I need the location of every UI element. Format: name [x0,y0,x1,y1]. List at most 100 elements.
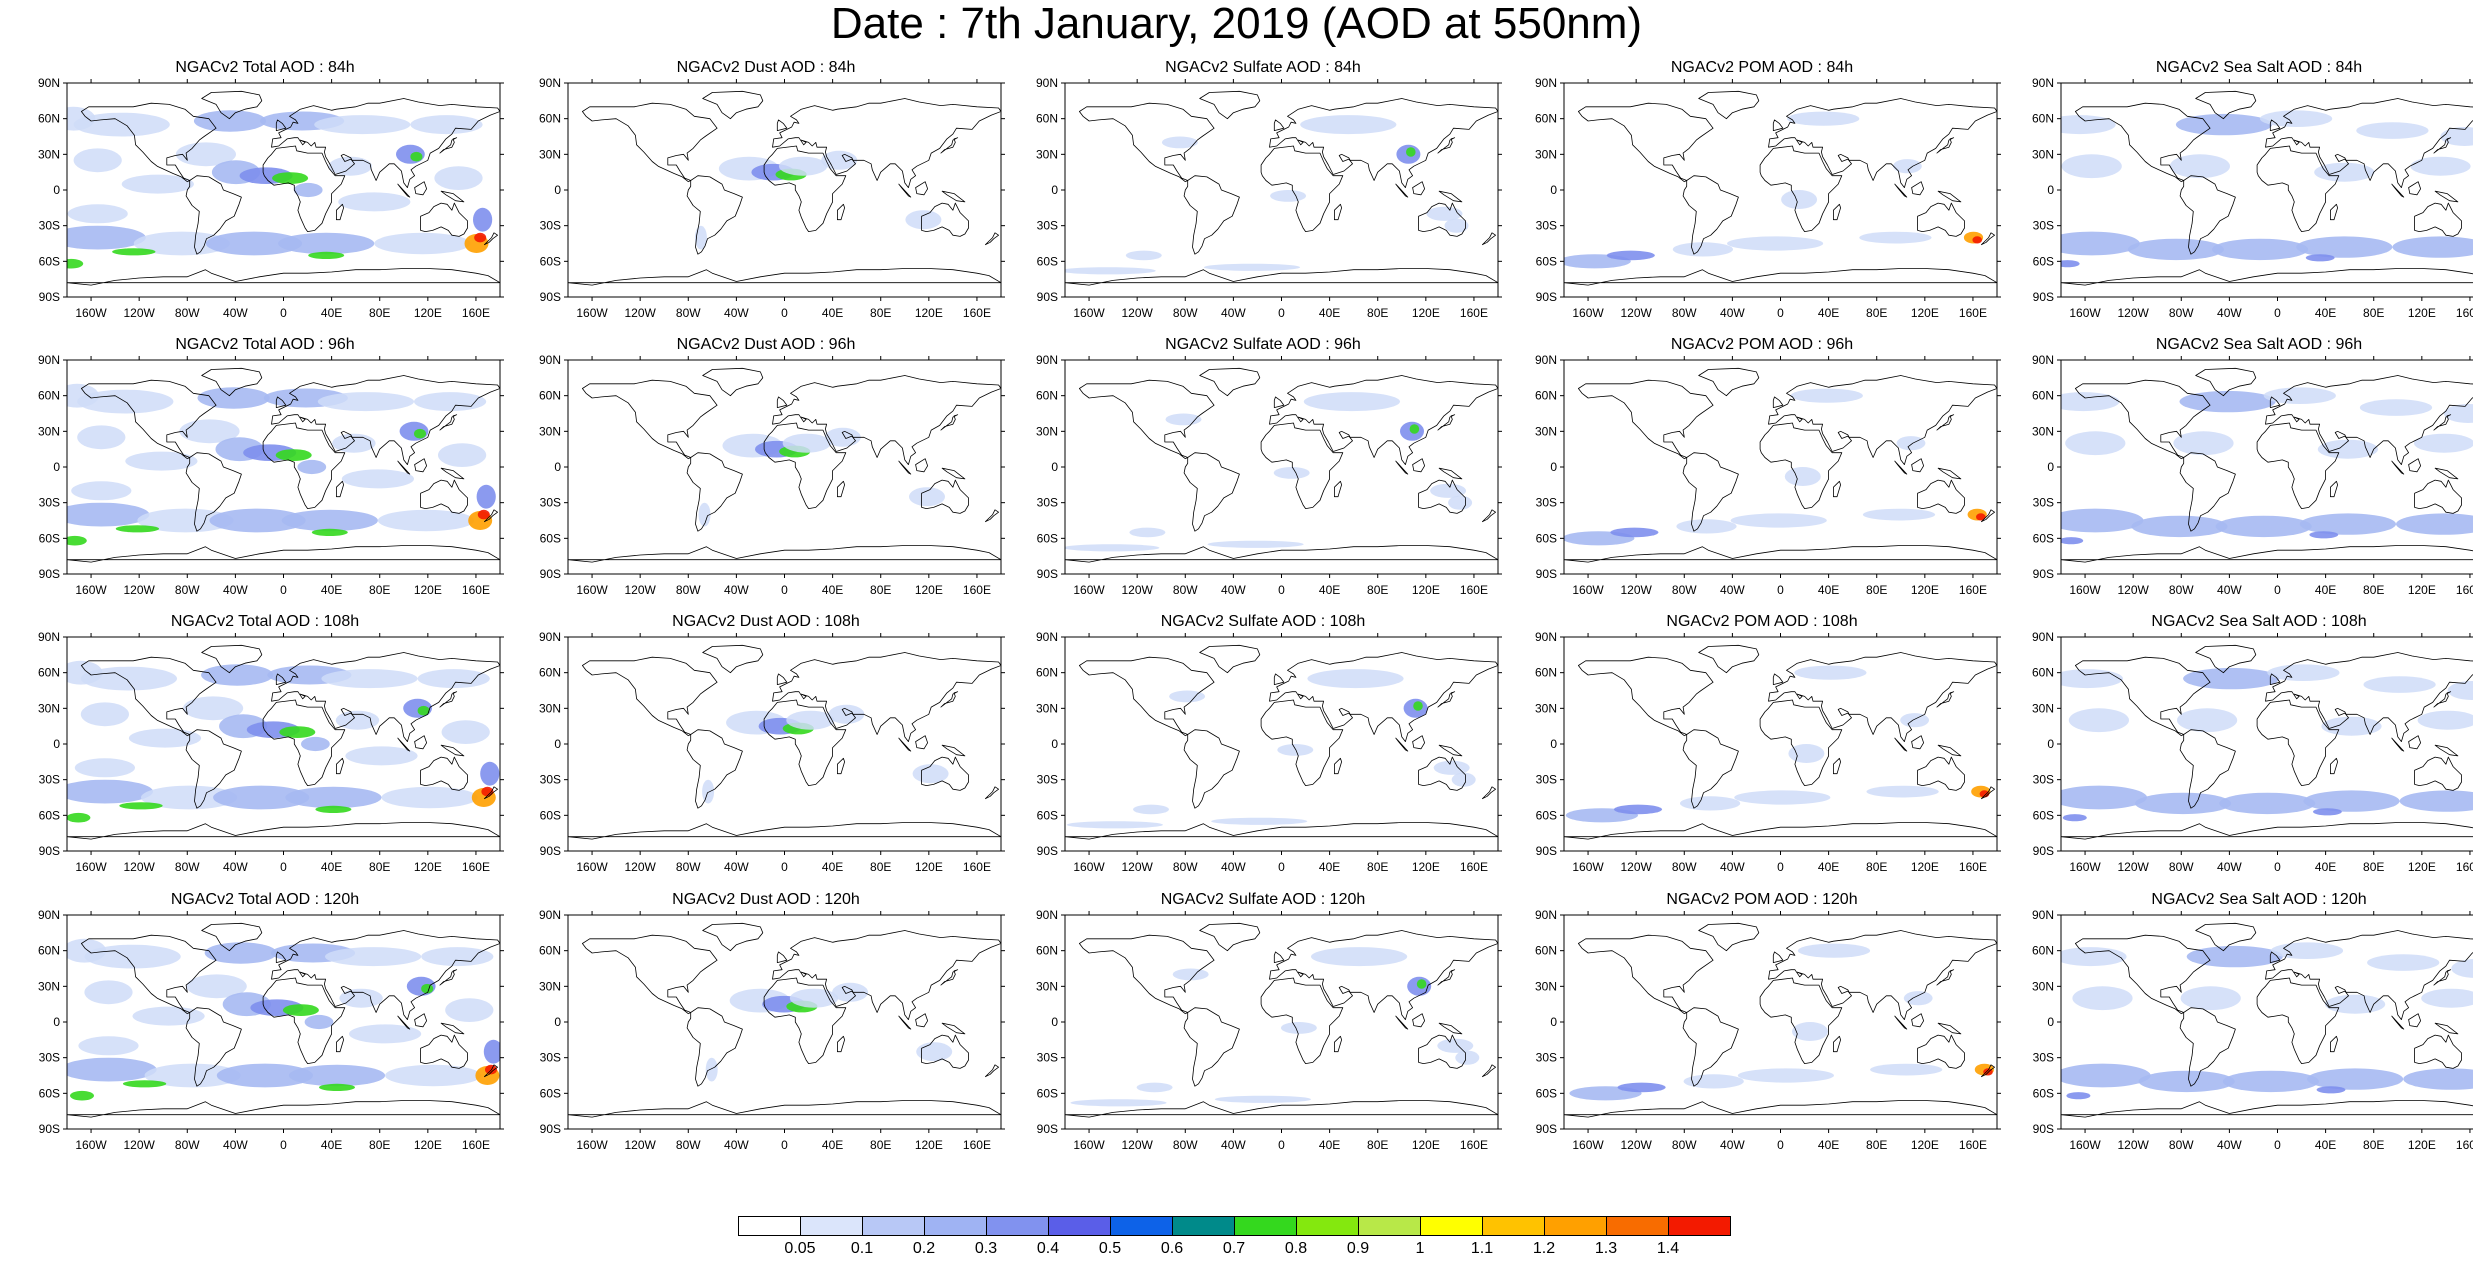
coastline-borneo [1412,735,1425,750]
lat-tick-label: 60N [38,666,60,680]
aod-patch [115,525,160,533]
lon-tick-label: 0 [781,306,788,320]
aod-patch [2061,154,2122,179]
coastline-japan [1437,969,1456,986]
aod-patch [71,481,132,501]
lon-tick-label: 80E [1866,1138,1887,1152]
lat-tick-label: 90N [38,76,60,90]
lon-tick-label: 120E [915,1138,943,1152]
aod-patch [2066,1092,2091,1100]
coastline-japan [2433,969,2452,986]
lon-tick-label: 0 [781,1138,788,1152]
lon-tick-label: 80W [2169,583,2194,597]
lat-tick-label: 60N [2032,389,2054,403]
coastline-borneo [915,181,928,196]
colorbar-tick-label: 0.5 [1098,1240,1122,1257]
lat-tick-label: 90S [2033,844,2054,858]
coastline-madagascar [1334,480,1342,498]
coastline-borneo [1412,1013,1425,1028]
coastline-europe-asia [2265,930,2473,1020]
lon-tick-label: 80E [2363,306,2384,320]
axis-ticks: 90N 60N 30N 0 30S 60S 90S 160W 120W 80W 40W 0 40E 80E… [1036,630,1502,874]
lon-tick-label: 0 [1278,583,1285,597]
aod-field [1564,388,1987,546]
aod-patch [67,258,84,269]
aod-patch [2363,676,2436,693]
colorbar-swatch [1172,1216,1235,1236]
lon-tick-label: 120E [414,306,442,320]
lat-tick-label: 30N [1036,701,1058,715]
lat-tick-label: 60N [1036,389,1058,403]
coastline-britain [1772,396,1784,408]
aod-patch [1794,665,1867,680]
lon-tick-label: 160W [576,583,608,597]
lat-tick-label: 30N [539,979,561,993]
aod-patch [1270,190,1307,202]
coastline-europe-asia [271,375,500,465]
lat-tick-label: 30N [1036,424,1058,438]
lat-tick-label: 30S [1037,1051,1058,1065]
coastline-madagascar [336,480,344,498]
aod-patch [2313,808,2342,816]
lon-tick-label: 40E [1818,1138,1839,1152]
coastline-japan [940,969,959,986]
coastline-sumatra [898,737,912,752]
aod-patch [1610,527,1659,538]
aod-patch [476,484,496,509]
aod-patch [2367,954,2440,971]
lon-tick-label: 160E [1959,860,1987,874]
world-map: 90N 60N 30N 0 30S 60S 90S 160W 120W 80W 40W 0 40E 80E… [2032,353,2473,597]
coastline-japan [1936,414,1955,431]
colorbar-swatch [800,1216,863,1236]
coastline-japan [940,137,959,154]
coastline-madagascar [1833,757,1841,775]
lat-tick-label: 30S [1536,773,1557,787]
lon-tick-label: 80W [1173,306,1198,320]
coastline-australia [2414,202,2462,237]
axis-ticks: 90N 60N 30N 0 30S 60S 90S 160W 120W 80W 40W 0 40E 80E… [1535,630,2001,874]
aod-patch [1859,231,1932,244]
aod-patch [328,156,372,176]
lon-tick-label: 40W [2217,583,2242,597]
aod-patch [2451,959,2473,978]
lat-tick-label: 90N [1036,908,1058,922]
coastline-madagascar [1334,203,1342,221]
aod-patch [77,425,126,450]
lat-tick-label: 0 [1051,1015,1058,1029]
coastline-new-guinea [1937,190,1962,203]
aod-patch [1437,1038,1474,1053]
coastline-europe-asia [772,652,1001,742]
coastline-japan [1437,414,1456,431]
aod-patch [2061,947,2127,967]
map-panel: NGACv2 Dust AOD : 84h 90N 60N 30N 0 30S 60S 90S… [531,59,1005,320]
lon-tick-label: 120E [2408,583,2436,597]
coastline-sumatra [1395,1015,1409,1030]
lon-tick-label: 40E [2315,306,2336,320]
lon-tick-label: 120E [414,1138,442,1152]
aod-patch [1133,804,1169,815]
aod-patch [2270,942,2344,959]
coastline-europe-asia [1768,375,1997,465]
lon-tick-label: 40W [1221,583,1246,597]
colorbar-tick-label: 1.4 [1656,1240,1680,1257]
lat-tick-label: 90S [39,1122,60,1136]
axis-ticks: 90N 60N 30N 0 30S 60S 90S 160W 120W 80W 40W 0 40E 80E… [38,630,504,874]
aod-patch [2447,681,2473,700]
aod-patch [2316,1086,2346,1094]
colorbar-swatch [862,1216,925,1236]
aod-patch [1211,817,1308,825]
panel-title: NGACv2 Total AOD : 108h [170,613,360,630]
coastline-madagascar [1334,757,1342,775]
coastline-sumatra [2391,183,2405,198]
lon-tick-label: 0 [280,1138,287,1152]
coastline-south-america [1682,452,1739,532]
aod-patch [434,166,483,190]
lon-tick-label: 0 [280,583,287,597]
lon-tick-label: 160E [1460,1138,1488,1152]
coastline-europe-asia [271,930,500,1020]
coastline-north-america [1578,934,1714,1015]
coastline-australia [420,202,468,237]
lon-tick-label: 0 [1777,583,1784,597]
coastline-britain [776,673,788,685]
